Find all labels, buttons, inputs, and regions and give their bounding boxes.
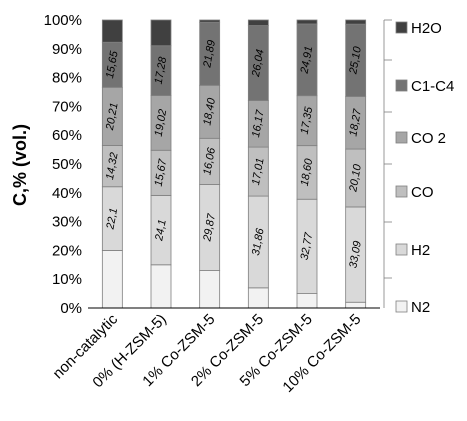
bar-segment-h2o — [247, 19, 269, 26]
legend: H2O C1-C4 CO 2 CO H2 N2 — [383, 19, 454, 316]
bar-segment-h2o — [101, 19, 123, 43]
legend-swatch — [395, 300, 408, 313]
y-tick-label: 50% — [52, 156, 82, 173]
y-tick-label: 100% — [44, 12, 82, 29]
legend-label: CO 2 — [411, 130, 446, 147]
y-axis-ticks: 0% 10% 20% 30% 40% 50% 60% 70% 80% 90% 100% — [44, 12, 82, 317]
y-tick-label: 40% — [52, 185, 82, 202]
data-label: 16,17 — [250, 108, 267, 138]
data-label: 18,60 — [299, 157, 316, 187]
legend-swatch — [395, 131, 408, 144]
legend-label: H2O — [411, 20, 442, 37]
legend-swatch — [395, 185, 408, 198]
bar-segment-n2 — [199, 270, 221, 309]
bar-segment-n2 — [345, 301, 367, 309]
data-label: 18,27 — [347, 107, 364, 137]
legend-swatch — [395, 243, 408, 256]
bars — [101, 19, 367, 309]
data-label: 29,87 — [201, 212, 218, 243]
legend-swatch — [395, 79, 408, 92]
data-label: 22,1 — [104, 207, 120, 231]
y-tick-label: 80% — [52, 70, 82, 87]
data-label: 16,06 — [201, 146, 218, 176]
legend-label: C1-C4 — [411, 78, 454, 95]
data-label: 20,10 — [347, 163, 364, 194]
data-label: 17,35 — [299, 105, 316, 135]
data-label: 21,89 — [201, 39, 218, 69]
data-label: 17,28 — [153, 55, 170, 85]
y-tick-label: 70% — [52, 98, 82, 115]
y-tick-label: 20% — [52, 242, 82, 259]
data-label: 14,32 — [104, 152, 121, 181]
bar-segment-n2 — [150, 264, 172, 309]
y-tick-label: 30% — [52, 214, 82, 231]
data-label: 25,10 — [347, 45, 364, 76]
data-label: 19,02 — [153, 108, 170, 137]
data-label: 15,67 — [153, 157, 170, 187]
legend-label: H2 — [411, 242, 430, 259]
bar-segment-h2o — [296, 19, 318, 25]
y-tick-label: 90% — [52, 41, 82, 58]
data-label: 26,04 — [250, 48, 267, 78]
data-label: 24,1 — [153, 219, 169, 243]
legend-label: CO — [411, 184, 434, 201]
bar-segment-n2 — [101, 249, 123, 309]
data-label: 18,40 — [201, 96, 218, 126]
data-labels: 22,1 14,32 20,21 15,65 24,1 15,67 19,02 17,28 29… — [104, 39, 364, 269]
y-tick-label: 0% — [60, 300, 82, 317]
data-label: 24,91 — [299, 45, 316, 75]
bar-segment-h2o — [150, 19, 172, 47]
legend-label: N2 — [411, 299, 430, 316]
bar-segment-h2o — [345, 19, 367, 25]
legend-swatch — [395, 21, 408, 34]
y-axis-title: C,% (vol.) — [10, 124, 30, 206]
bar-segment-n2 — [296, 293, 318, 309]
y-tick-label: 10% — [52, 271, 82, 288]
data-label: 32,77 — [299, 231, 316, 261]
bar-segment-h2o — [199, 19, 221, 23]
bar-segment-n2 — [247, 287, 269, 309]
data-label: 33,09 — [347, 240, 364, 269]
data-label: 31,86 — [250, 226, 267, 256]
y-tick-label: 60% — [52, 127, 82, 144]
data-label: 15,65 — [104, 49, 121, 79]
data-label: 20,21 — [104, 102, 121, 132]
data-label: 17,01 — [250, 157, 267, 186]
